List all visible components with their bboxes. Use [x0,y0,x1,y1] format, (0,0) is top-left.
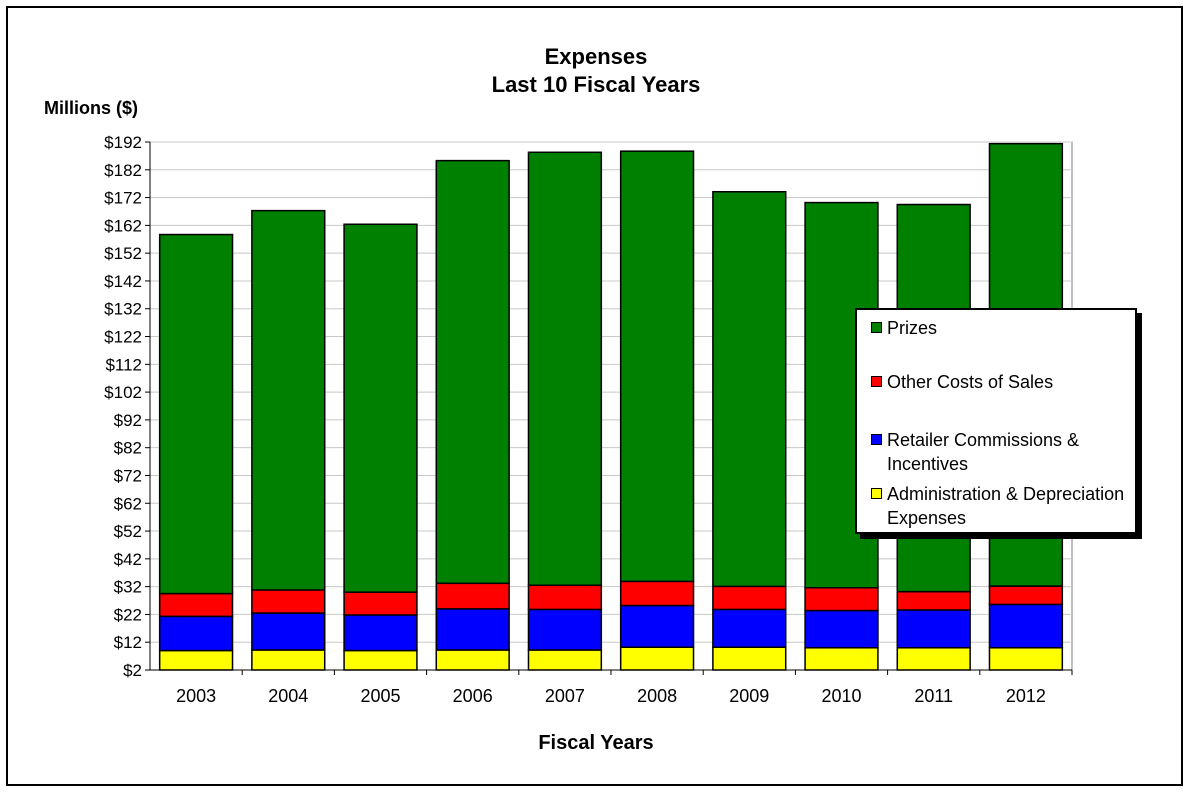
x-tick-label: 2011 [914,686,953,706]
bar-segment [804,609,879,649]
bar-segment [712,190,787,588]
bar-segment [804,586,879,612]
bar-segment [158,233,234,595]
y-tick-label: $162 [104,216,142,235]
bar-segment [435,159,510,585]
legend-label: Other Costs of Sales [887,372,1054,392]
legend-label: Prizes [887,318,938,338]
y-tick-label: $42 [114,550,142,569]
y-tick-label: $172 [104,189,142,208]
bar-segment [988,647,1064,671]
bar-segment [619,646,695,671]
bar-segment [343,649,418,671]
legend-swatch [871,322,882,333]
bar-segment [619,150,695,583]
legend-swatch [871,434,882,445]
legend-label: Administration & Depreciation Expenses [887,484,1125,528]
legend: Prizes Other Costs of Sales Retailer Commi… [855,308,1137,534]
y-tick-label: $82 [114,439,142,458]
bar-segment [988,585,1064,606]
bar-segment [527,151,603,586]
x-tick-label: 2007 [545,686,585,706]
bar-segment [527,608,603,651]
y-tick-label: $112 [105,355,142,374]
y-tick-label: $22 [114,605,142,624]
bar-segment [712,585,787,611]
x-tick-label: 2003 [176,686,216,706]
y-tick-label: $52 [114,522,142,541]
bar-segment [251,589,326,614]
y-tick-label: $102 [104,383,142,402]
bar-segment [435,649,510,671]
bar-segment [251,612,326,651]
y-tick-label: $192 [104,133,142,152]
x-tick-label: 2009 [729,686,769,706]
bar-segment [712,646,787,671]
y-axis-label: Millions ($) [44,98,138,118]
x-axis-label: Fiscal Years [538,732,654,754]
bar-segment [896,647,971,671]
y-tick-label: $132 [104,300,142,319]
legend-label: Retailer Commissions & Incentives [887,430,1080,474]
bar-segment [619,604,695,648]
chart-title: Expenses [544,44,648,69]
bar-segment [343,614,418,652]
y-tick-label: $12 [114,633,142,652]
bar-segment [158,649,234,671]
y-tick-label: $152 [104,244,142,263]
bar-segment [619,580,695,607]
bar-segment [435,608,510,651]
bar-segment [527,649,603,671]
bar-segment [158,615,234,652]
x-tick-label: 2006 [453,686,493,706]
bar-segment [712,608,787,648]
y-tick-label: $32 [114,578,142,597]
bar-segment [158,592,234,618]
x-tick-label: 2005 [360,686,400,706]
bar-segment [988,603,1064,649]
bar-segment [343,591,418,616]
bar-segment [527,584,603,611]
legend-swatch [871,488,882,499]
bar-segment [804,647,879,671]
y-tick-label: $182 [104,161,142,180]
chart-subtitle: Last 10 Fiscal Years [491,72,701,97]
bar-segment [896,609,971,649]
x-tick-label: 2012 [1006,686,1046,706]
y-tick-label: $122 [104,328,142,347]
y-tick-label: $72 [114,466,142,485]
x-tick-label: 2008 [637,686,677,706]
y-tick-label: $62 [114,494,142,513]
y-tick-label: $2 [123,661,142,680]
y-tick-label: $92 [114,411,142,430]
bar-segment [343,223,418,593]
legend-swatch [871,376,882,387]
bar-segment [251,209,326,591]
x-tick-label: 2010 [821,686,861,706]
y-tick-label: $142 [104,272,142,291]
bar-segment [435,582,510,610]
x-tick-label: 2004 [268,686,308,706]
bar-segment [251,649,326,671]
bar-segment [896,590,971,611]
